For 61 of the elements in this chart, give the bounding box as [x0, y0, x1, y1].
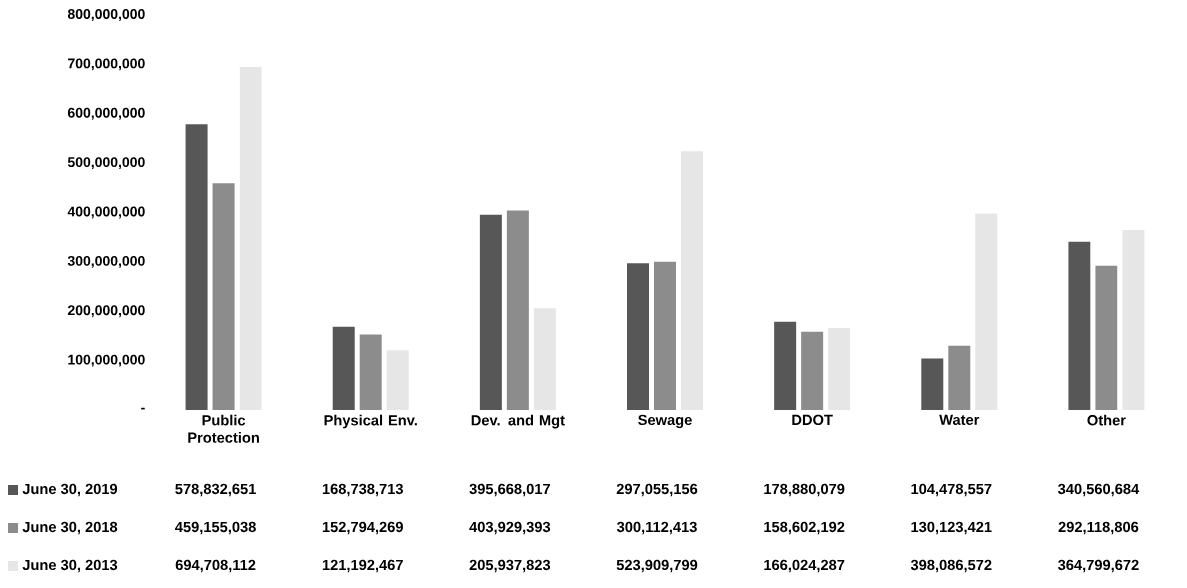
- bar: [386, 350, 409, 410]
- data-label: 300,112,413: [616, 521, 697, 535]
- legend-label: June 30, 2013: [22, 559, 118, 573]
- x-tick-label: Dev. and Mgt: [471, 414, 565, 429]
- bar: [506, 210, 529, 410]
- data-label: 166,024,287: [764, 559, 845, 573]
- y-tick-label: -: [141, 407, 145, 410]
- data-label: 578,832,651: [175, 483, 256, 497]
- bar: [359, 334, 382, 410]
- bar: [654, 261, 677, 410]
- bar: [774, 321, 797, 410]
- data-label: 104,478,557: [911, 483, 992, 497]
- bar: [801, 331, 824, 410]
- data-label: 297,055,156: [616, 483, 698, 497]
- bar: [1122, 229, 1145, 410]
- data-label: 398,086,572: [910, 559, 992, 573]
- bar: [948, 345, 971, 410]
- y-tick-label: 700,000,000: [68, 58, 145, 71]
- y-tick-label: 600,000,000: [67, 107, 145, 120]
- bar: [479, 214, 502, 410]
- data-label: 152,794,269: [322, 521, 403, 535]
- bar: [212, 183, 235, 410]
- y-tick-label: 100,000,000: [68, 354, 145, 367]
- data-label: 340,560,684: [1057, 483, 1140, 497]
- x-tick-label: DDOT: [792, 414, 833, 426]
- data-label: 121,192,467: [322, 559, 403, 573]
- bar: [828, 328, 851, 410]
- y-tick-label: 300,000,000: [67, 255, 145, 268]
- x-tick-label: Other: [1087, 414, 1126, 426]
- data-label: 459,155,038: [175, 521, 256, 535]
- data-label: 178,880,079: [764, 483, 845, 497]
- data-label: 158,602,192: [764, 521, 845, 535]
- data-label: 395,668,017: [469, 483, 550, 497]
- x-tick-label: Sewage: [638, 414, 692, 429]
- bar: [239, 66, 262, 410]
- x-tick-label: Physical Env.: [324, 414, 417, 429]
- x-tick-label: Water: [939, 414, 980, 425]
- bar: [332, 326, 355, 410]
- data-label: 168,738,713: [322, 483, 403, 497]
- bar: [185, 124, 208, 410]
- y-tick-label: 800,000,000: [67, 9, 145, 21]
- x-tick-label: Public Protection: [188, 414, 259, 443]
- data-label: 523,909,799: [616, 559, 698, 573]
- legend-label: June 30, 2018: [22, 521, 118, 535]
- data-label: 364,799,672: [1057, 559, 1139, 573]
- y-tick-label: 500,000,000: [67, 157, 145, 170]
- bar: [1095, 265, 1118, 410]
- bar: [975, 213, 998, 410]
- data-label: 403,929,393: [469, 521, 551, 535]
- data-label: 292,118,806: [1058, 521, 1139, 535]
- y-tick-label: 200,000,000: [67, 305, 145, 318]
- legend-label: June 30, 2019: [22, 483, 118, 497]
- data-label: 694,708,112: [175, 559, 256, 573]
- bar: [627, 263, 649, 410]
- bar: [681, 151, 703, 410]
- data-label: 130,123,421: [911, 521, 992, 535]
- bar: [921, 358, 944, 410]
- bar: [1068, 241, 1091, 410]
- y-tick-label: 400,000,000: [67, 206, 145, 219]
- bar: [533, 308, 556, 410]
- data-label: 205,937,823: [469, 559, 551, 573]
